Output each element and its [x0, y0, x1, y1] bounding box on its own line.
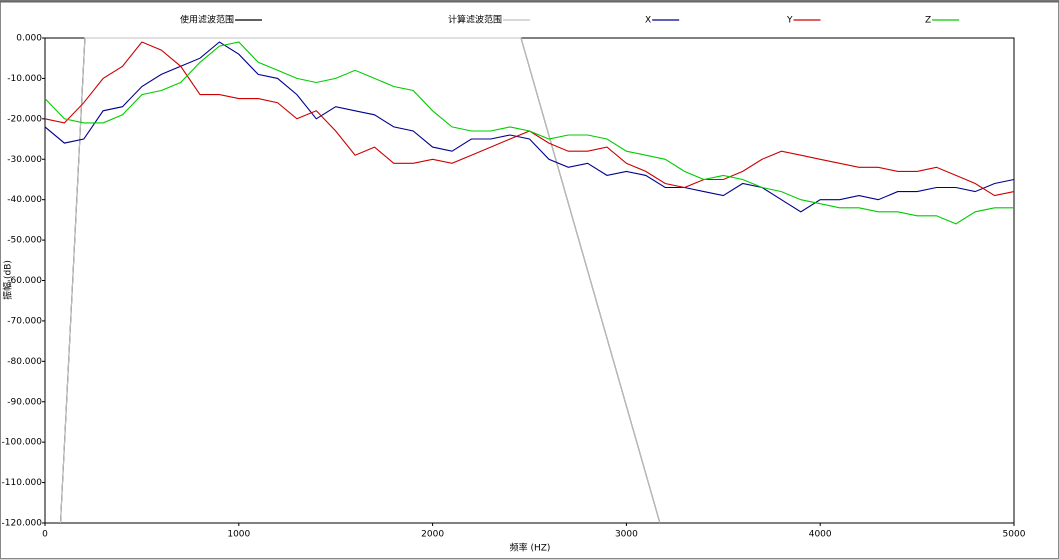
legend-label: 使用滤波范围: [180, 14, 234, 26]
legend-label: X: [645, 16, 651, 26]
y-tick-label: -90.000: [7, 397, 42, 407]
y-tick-label: -30.000: [7, 155, 42, 165]
y-tick-label: -70.000: [7, 316, 42, 326]
y-tick-label: -80.000: [7, 357, 42, 367]
x-tick-label: 3000: [615, 530, 638, 540]
legend-label: 计算滤波范围: [448, 14, 502, 26]
y-tick-label: -100.000: [2, 438, 43, 448]
x-tick-label: 4000: [809, 530, 832, 540]
y-tick-label: -50.000: [7, 236, 42, 246]
x-tick-label: 2000: [421, 530, 444, 540]
x-tick-label: 5000: [1003, 530, 1026, 540]
x-axis-label: 频率 (HZ): [510, 542, 551, 554]
y-tick-label: -40.000: [7, 195, 42, 205]
series-line: [44, 41, 1014, 225]
y-tick-label: -10.000: [7, 74, 42, 84]
y-tick-label: 0.000: [16, 34, 42, 44]
y-tick-label: -20.000: [7, 114, 42, 124]
y-tick-label: -60.000: [7, 276, 42, 286]
legend-label: Y: [786, 16, 793, 26]
y-tick-label: -110.000: [2, 478, 43, 488]
y-tick-label: -120.000: [2, 519, 43, 529]
series-line: [59, 37, 661, 524]
x-tick-label: 1000: [227, 530, 250, 540]
x-tick-label: 0: [42, 530, 48, 540]
y-axis-label: 振幅 (dB): [2, 260, 14, 300]
series-line: [44, 41, 1015, 213]
legend-label: Z: [925, 16, 931, 26]
